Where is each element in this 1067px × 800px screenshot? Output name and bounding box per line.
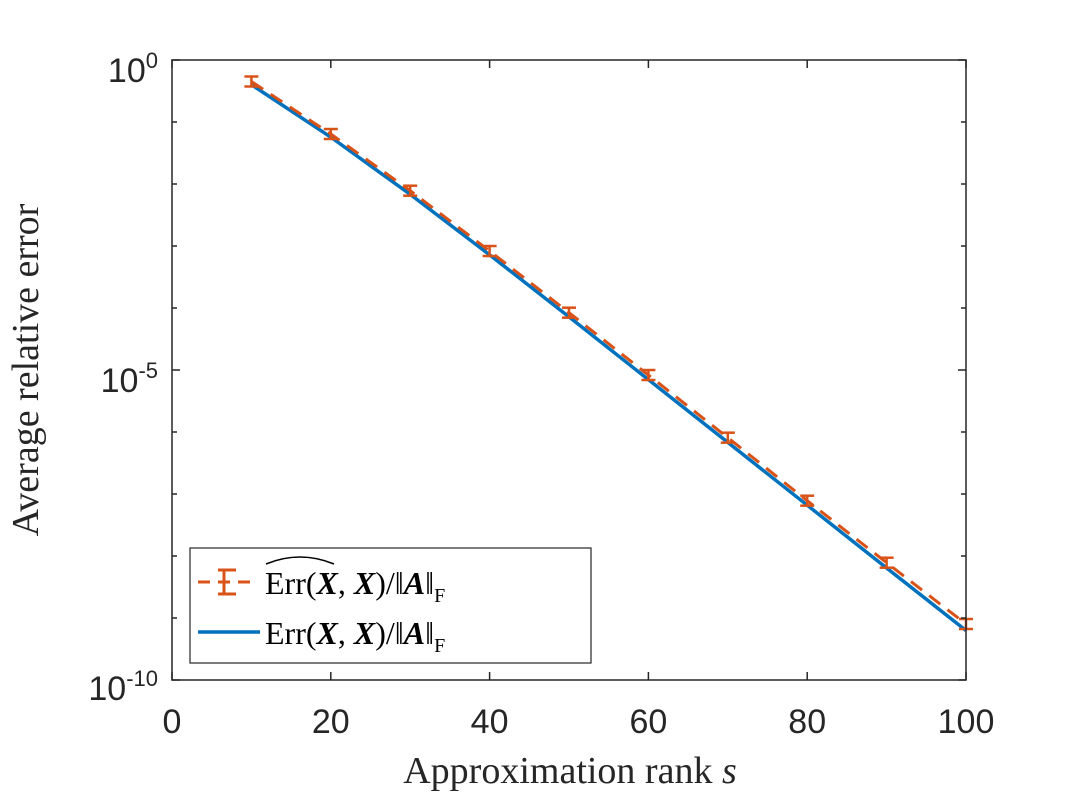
series-layer — [244, 75, 973, 632]
legend-entry-exact: Err(X, X)/‖A‖F — [198, 615, 445, 657]
x-tick-label: 100 — [938, 703, 995, 741]
x-tick-label: 20 — [312, 703, 350, 741]
y-tick-label: 10-5 — [101, 358, 158, 400]
series-line-estimate — [250, 80, 967, 626]
hat-icon — [265, 556, 335, 565]
x-tick-label: 60 — [629, 703, 667, 741]
ticks-layer — [171, 59, 967, 681]
y-tick-label: 10-10 — [88, 666, 158, 708]
x-tick-label: 0 — [163, 703, 182, 741]
legend-label-exact: Err(X, X)/‖A‖F — [265, 615, 445, 657]
x-axis-title: Approximation rank s — [403, 750, 737, 792]
x-tick-label: 80 — [788, 703, 826, 741]
x-tick-labels: 0 20 40 60 80 100 — [163, 703, 995, 741]
y-tick-labels: 100 10-5 10-10 — [88, 48, 158, 708]
legend: Err(X, X)/‖A‖F Err(X, X)/‖A‖F — [189, 547, 592, 664]
legend-label-estimate: Err(X, X)/‖A‖F — [265, 565, 445, 607]
y-axis-title: Average relative error — [5, 203, 47, 536]
series-line-exact — [250, 83, 968, 632]
legend-entry-estimate: Err(X, X)/‖A‖F — [198, 556, 445, 607]
legend-box — [189, 547, 592, 664]
x-tick-label: 40 — [471, 703, 509, 741]
y-tick-label: 100 — [108, 48, 158, 90]
